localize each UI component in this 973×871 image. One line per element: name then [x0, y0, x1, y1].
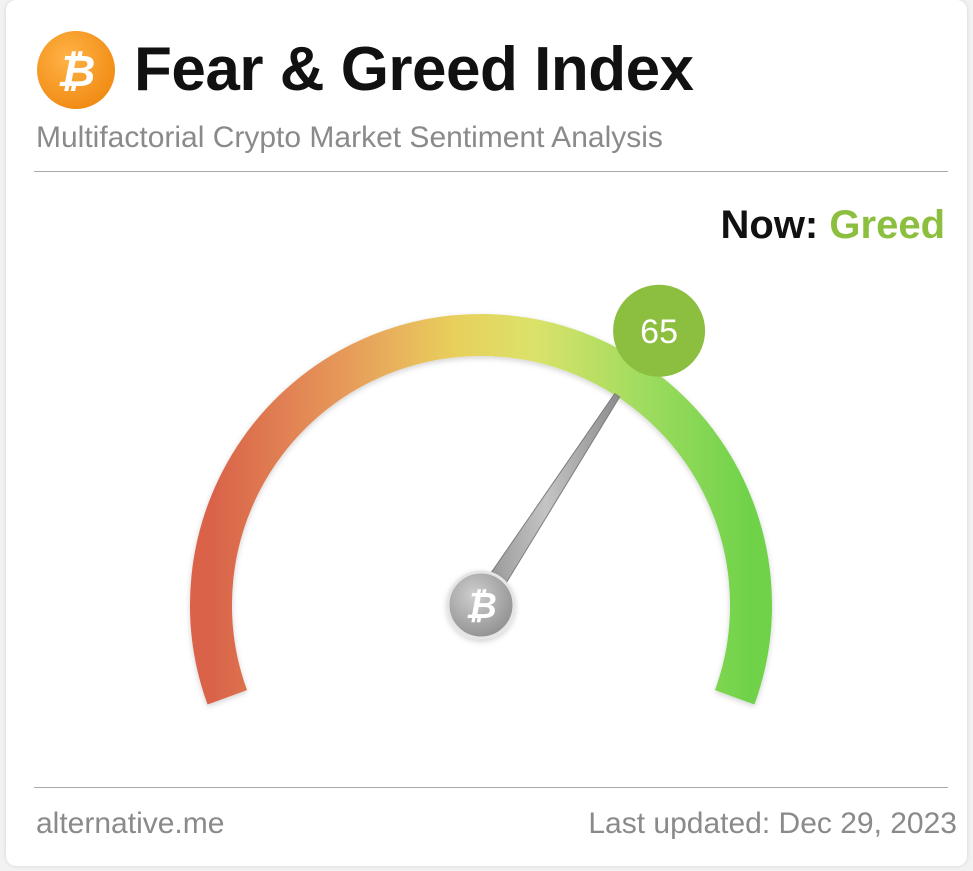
bitcoin-icon: ₿: [37, 31, 115, 109]
sentiment-gauge: ₿ 65: [190, 284, 772, 705]
header-divider: [34, 171, 948, 172]
page-title: Fear & Greed Index: [134, 35, 694, 104]
source-link[interactable]: alternative.me: [36, 807, 225, 840]
value-badge: 65: [613, 284, 706, 377]
index-value: 65: [640, 313, 678, 351]
now-label: Now:: [720, 203, 819, 247]
page-subtitle: Multifactorial Crypto Market Sentiment A…: [36, 121, 663, 154]
svg-text:₿: ₿: [57, 46, 96, 97]
fear-greed-card: ₿ Fear & Greed Index Multifactorial Cryp…: [6, 0, 967, 866]
svg-text:₿: ₿: [465, 586, 497, 627]
footer-divider: [34, 787, 948, 788]
gauge-arc: [190, 314, 772, 705]
now-status: Now: Greed: [721, 200, 946, 250]
gauge-hub-bitcoin-icon: ₿: [446, 570, 516, 640]
now-classification: Greed: [829, 203, 945, 247]
last-updated: Last updated: Dec 29, 2023: [588, 807, 957, 840]
